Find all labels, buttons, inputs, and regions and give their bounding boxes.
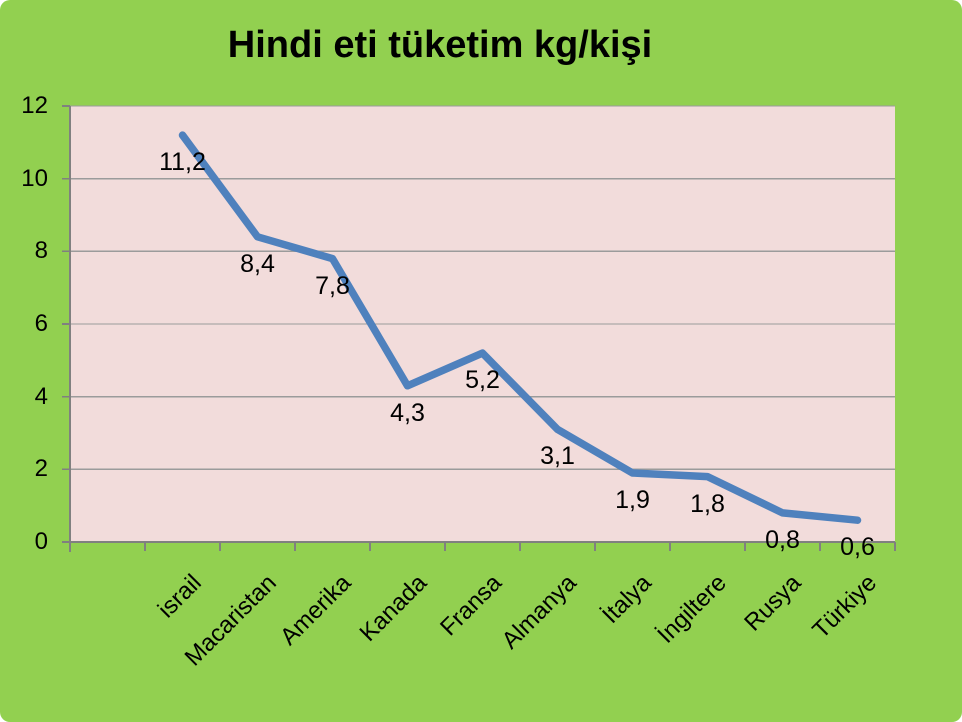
series-line [178,131,862,524]
data-label-Kanada: 4,3 [390,398,425,427]
y-axis-label-2: 2 [34,455,48,483]
y-axis-label-12: 12 [21,92,48,119]
data-label-Almanya: 3,1 [540,442,575,471]
y-axis-label-8: 8 [34,237,48,265]
data-label-Amerika: 7,8 [315,271,350,300]
data-label-Türkiye: 0,6 [840,533,875,562]
y-axis-label-10: 10 [21,164,48,192]
data-label-Rusya: 0,8 [765,525,800,554]
y-axis-label-4: 4 [34,382,48,410]
data-label-israil: 11,2 [159,148,206,177]
y-axis-label-0: 0 [34,528,48,555]
data-label-İtalya: 1,9 [615,485,650,514]
data-label-Macaristan: 8,4 [240,249,275,278]
data-label-Fransa: 5,2 [465,366,500,395]
chart-title: Hindi eti tüketim kg/kişi [227,24,653,66]
data-label-İngiltere: 1,8 [690,489,725,518]
y-axis-label-6: 6 [34,310,48,337]
